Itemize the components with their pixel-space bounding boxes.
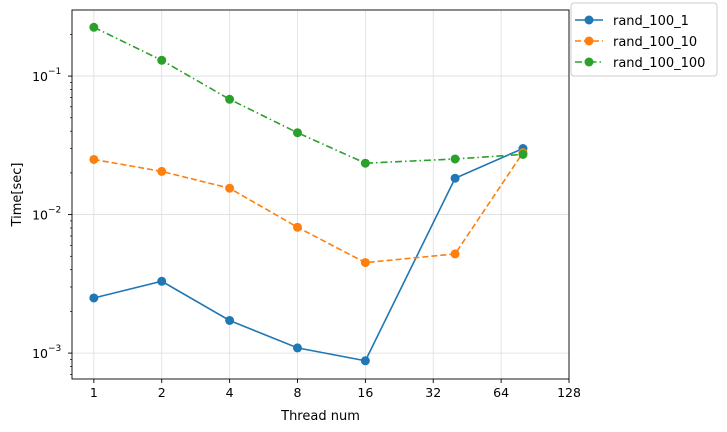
series-rand_100_1 xyxy=(89,144,528,366)
data-point xyxy=(292,343,302,353)
y-tick-exponent: −2 xyxy=(48,206,61,216)
y-tick-base: 10 xyxy=(32,208,48,223)
data-point xyxy=(89,22,99,32)
legend-item: rand_100_10 xyxy=(575,35,697,50)
y-tick-exponent: −3 xyxy=(48,344,61,354)
y-tick-base: 10 xyxy=(32,346,48,361)
legend-marker xyxy=(584,57,594,67)
legend: rand_100_1 rand_100_10 rand_100_100 xyxy=(570,2,718,77)
x-tick-label: 64 xyxy=(493,385,509,400)
data-point xyxy=(89,293,99,303)
x-tick-label: 128 xyxy=(557,385,581,400)
x-tick-label: 4 xyxy=(226,385,234,400)
data-point xyxy=(450,249,460,259)
legend-label: rand_100_10 xyxy=(613,35,697,50)
data-point xyxy=(518,149,528,159)
series-line xyxy=(93,26,524,164)
legend-marker xyxy=(584,36,594,46)
series-rand_100_100 xyxy=(89,22,528,168)
data-point xyxy=(360,356,370,366)
legend-item: rand_100_100 xyxy=(575,56,705,71)
data-point xyxy=(292,222,302,232)
x-tick-label: 32 xyxy=(425,385,441,400)
data-point xyxy=(225,315,235,325)
data-point xyxy=(292,128,302,138)
series-layer xyxy=(89,22,528,366)
legend-marker xyxy=(584,15,594,25)
x-tick-label: 1 xyxy=(90,385,98,400)
legend-label: rand_100_100 xyxy=(613,56,705,71)
data-point xyxy=(450,154,460,164)
y-axis-label: Time[sec] xyxy=(10,163,25,228)
y-tick-base: 10 xyxy=(32,69,48,84)
data-point xyxy=(157,166,167,176)
x-axis-label: Thread num xyxy=(280,409,360,424)
y-axis-ticks: 10−310−210−1 xyxy=(32,34,72,375)
data-point xyxy=(157,55,167,65)
data-point xyxy=(89,154,99,164)
x-tick-label: 8 xyxy=(294,385,302,400)
data-point xyxy=(225,94,235,104)
y-tick-label: 10 xyxy=(32,208,48,223)
x-tick-label: 16 xyxy=(357,385,373,400)
plot-frame xyxy=(71,9,570,380)
data-point xyxy=(157,276,167,286)
y-tick-label: 10 xyxy=(32,69,48,84)
series-rand_100_10 xyxy=(89,148,528,268)
x-tick-label: 2 xyxy=(158,385,166,400)
legend-label: rand_100_1 xyxy=(613,14,689,29)
y-tick-label: 10 xyxy=(32,346,48,361)
data-point xyxy=(450,173,460,183)
data-point xyxy=(360,158,370,168)
legend-box xyxy=(570,2,718,77)
legend-item: rand_100_1 xyxy=(575,14,689,29)
data-point xyxy=(225,183,235,193)
y-tick-exponent: −1 xyxy=(48,67,61,77)
x-axis-ticks: 1 2 4 8 16 32 64 128 xyxy=(90,379,581,400)
grid xyxy=(72,10,570,379)
data-point xyxy=(360,258,370,268)
